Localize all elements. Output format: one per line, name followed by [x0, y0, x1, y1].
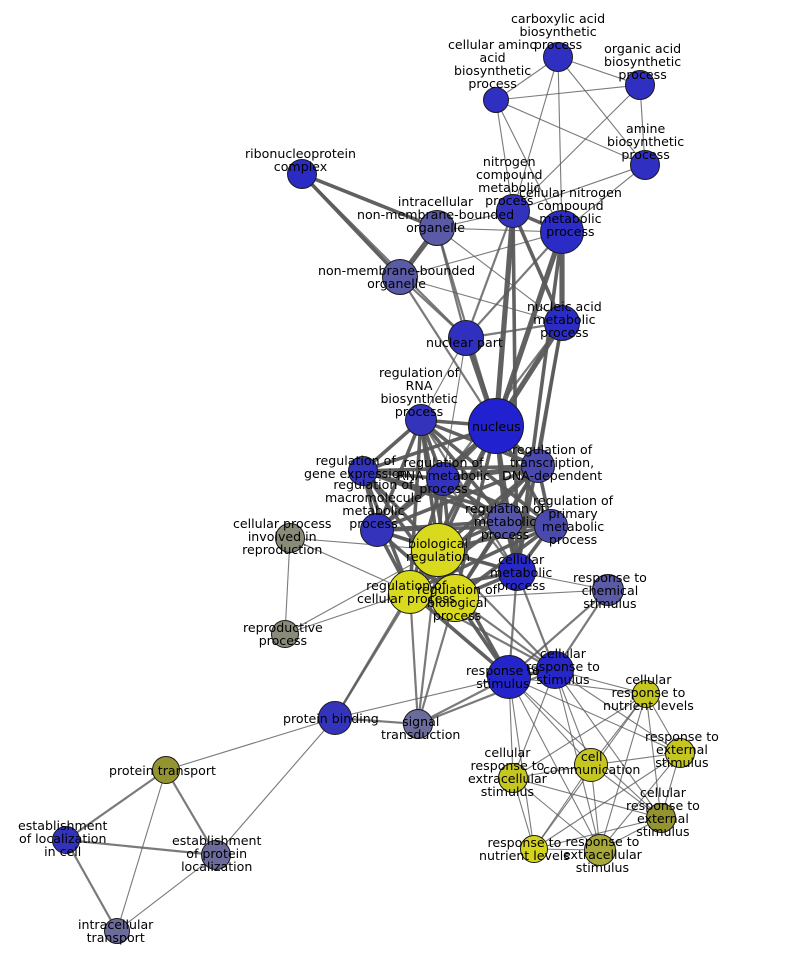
network-edge: [376, 464, 539, 532]
network-node-intracellular-transport[interactable]: [104, 918, 130, 944]
network-edge: [284, 537, 291, 635]
network-edge: [417, 668, 556, 726]
network-edge: [399, 276, 497, 427]
network-node-regulation-of-RNA-metabolic-process[interactable]: [426, 462, 460, 496]
network-node-response-to-external-stimulus[interactable]: [665, 738, 695, 768]
network-node-response-to-stimulus[interactable]: [487, 655, 531, 699]
network-edge: [512, 164, 646, 212]
network-node-regulation-of-transcription-DNA-dependent[interactable]: [521, 449, 555, 483]
network-edge: [533, 817, 662, 850]
network-edge: [399, 276, 563, 324]
network-edge: [165, 769, 217, 856]
network-node-cellular-nitrogen-compound-metabolic-process[interactable]: [540, 210, 584, 254]
network-node-organic-acid-biosynthetic-process[interactable]: [625, 70, 655, 100]
network-edge: [508, 676, 535, 850]
network-node-ribonucleoprotein-complex[interactable]: [287, 159, 317, 189]
network-node-protein-binding[interactable]: [318, 701, 352, 735]
network-node-reproductive-process[interactable]: [271, 620, 299, 648]
network-node-regulation-of-biological-process[interactable]: [431, 574, 479, 622]
network-edge: [399, 231, 563, 278]
network-node-cellular-response-to-extracellular-stimulus[interactable]: [498, 763, 528, 793]
network-edge: [165, 717, 336, 771]
network-edge: [408, 419, 423, 593]
network-node-cell-communication[interactable]: [574, 748, 608, 782]
network-edge: [512, 777, 601, 851]
network-edge: [437, 549, 556, 671]
network-node-protein-transport[interactable]: [152, 756, 180, 784]
network-edge: [495, 99, 563, 233]
network-node-establishment-of-protein-localization[interactable]: [201, 840, 231, 870]
network-node-cellular-metabolic-process[interactable]: [498, 553, 536, 591]
network-edge: [512, 84, 641, 212]
network-edge: [65, 839, 118, 932]
network-node-regulation-of-macromolecule-metabolic-process[interactable]: [360, 513, 394, 547]
network-node-nucleus[interactable]: [468, 398, 524, 454]
network-node-intracellular-non-membrane-bounded-organelle[interactable]: [419, 210, 455, 246]
network-node-signal-transduction[interactable]: [403, 709, 433, 739]
network-edge: [116, 769, 167, 932]
network-node-carboxylic-acid-biosynthetic-process[interactable]: [543, 42, 573, 72]
network-edge: [65, 838, 217, 857]
network-edge: [512, 693, 647, 779]
network-node-non-membrane-bounded-organelle[interactable]: [382, 259, 418, 295]
network-edge: [465, 231, 563, 339]
network-node-label: cellular amino acid biosynthetic process: [448, 37, 538, 92]
network-node-regulation-of-cellular-process[interactable]: [388, 570, 432, 614]
network-edge: [557, 56, 646, 166]
network-edge: [442, 337, 467, 480]
network-node-nucleic-acid-metabolic-process[interactable]: [544, 305, 580, 341]
network-edge: [508, 676, 601, 851]
network-node-amine-biosynthetic-process[interactable]: [630, 150, 660, 180]
network-node-regulation-of-metabolic-process[interactable]: [487, 503, 523, 539]
network-node-regulation-of-primary-metabolic-process[interactable]: [534, 509, 568, 543]
network-node-establishment-of-localization-in-cell[interactable]: [52, 826, 80, 854]
network-node-cellular-amino-acid-biosynthetic-process[interactable]: [483, 87, 509, 113]
network-edge: [301, 173, 467, 339]
network-edge: [512, 56, 559, 212]
network-node-nitrogen-compound-metabolic-process[interactable]: [496, 194, 530, 228]
network-node-cellular-response-to-nutrient-levels[interactable]: [632, 680, 660, 708]
network-edge: [116, 854, 217, 932]
network-node-response-to-chemical-stimulus[interactable]: [592, 574, 624, 606]
network-node-cellular-response-to-stimulus[interactable]: [536, 651, 574, 689]
network-edge: [215, 717, 336, 856]
network-edge: [436, 227, 563, 324]
network-edge: [554, 669, 662, 819]
network-node-biological-regulation[interactable]: [411, 523, 465, 577]
network-edge: [533, 752, 681, 850]
network-edge: [454, 589, 609, 599]
network-node-cellular-response-to-external-stimulus[interactable]: [646, 803, 676, 833]
network-edge: [495, 84, 641, 101]
network-edge: [645, 693, 662, 819]
network-node-regulation-of-gene-expression[interactable]: [348, 456, 378, 486]
network-node-response-to-nutrient-levels[interactable]: [520, 835, 548, 863]
network-edge: [512, 777, 662, 819]
network-node-regulation-of-RNA-biosynthetic-process[interactable]: [405, 404, 437, 436]
network-edge: [508, 676, 662, 819]
network-edge: [495, 99, 646, 166]
network-edge: [599, 693, 647, 851]
network-node-response-to-extracellular-stimulus[interactable]: [584, 834, 616, 866]
network-edge: [416, 549, 440, 725]
network-edge: [284, 549, 439, 635]
network-edge: [334, 676, 510, 719]
network-edge: [408, 591, 420, 725]
network-node-cellular-process-involved-in-reproduction[interactable]: [275, 523, 305, 553]
network-edge: [495, 99, 514, 212]
network-edge: [301, 172, 438, 230]
network-edge: [557, 56, 563, 233]
network-edge: [464, 210, 515, 339]
network-edge: [65, 769, 167, 841]
network-edge: [334, 591, 411, 719]
network-edge: [536, 322, 564, 467]
network-node-nuclear-part[interactable]: [448, 320, 484, 356]
